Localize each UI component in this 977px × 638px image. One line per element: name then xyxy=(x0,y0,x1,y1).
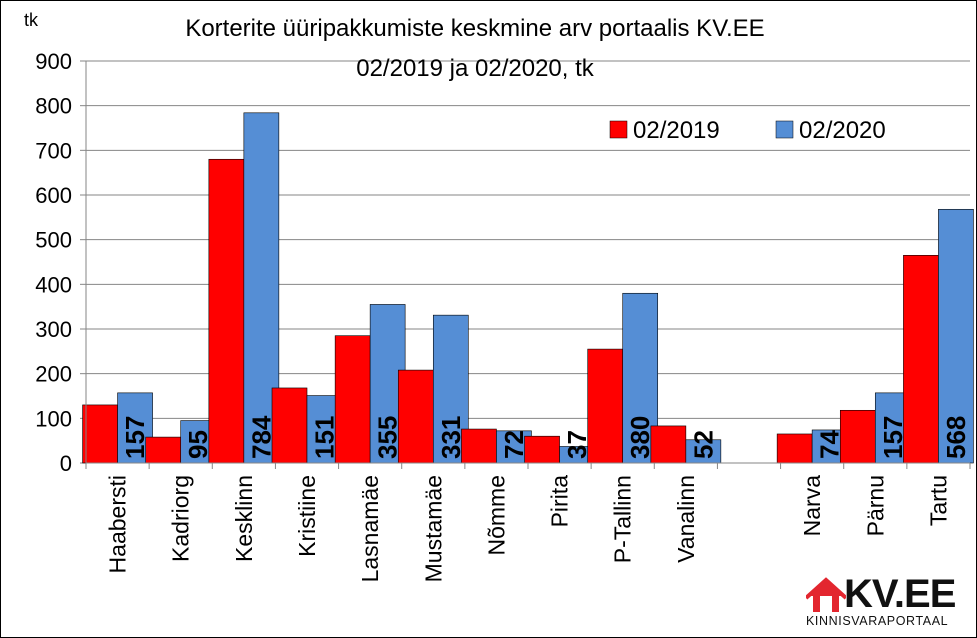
data-label-2020: 72 xyxy=(499,430,529,459)
bar-2019 xyxy=(903,255,939,464)
category-label: P-Tallinn xyxy=(610,475,636,563)
data-labels: 157 95 784 151 355 331 72 37 380 52 74 157 568 xyxy=(120,415,971,459)
data-label-2020: 52 xyxy=(688,430,718,459)
category-label: Nõmme xyxy=(483,475,509,556)
category-label: Lasnamäe xyxy=(357,475,383,582)
category-label: Kesklinn xyxy=(231,475,257,562)
category-label: Kadriorg xyxy=(168,475,194,562)
y-axis-label: tk xyxy=(24,10,39,30)
category-label: Narva xyxy=(799,475,825,537)
data-label-2020: 37 xyxy=(562,430,592,459)
bar-2020 xyxy=(938,208,974,464)
category-label: Tartu xyxy=(925,475,951,526)
category-label: Pirita xyxy=(547,475,573,528)
category-label: Mustamäe xyxy=(420,475,446,582)
y-tick-label: 800 xyxy=(35,94,72,119)
data-label-2020: 95 xyxy=(183,430,213,459)
bar-2019 xyxy=(650,425,687,464)
bars xyxy=(82,112,974,464)
y-tick-label: 700 xyxy=(35,138,72,163)
bar-2019 xyxy=(334,335,371,464)
y-tick-label: 100 xyxy=(35,406,72,431)
y-tick-label: 400 xyxy=(35,272,72,297)
legend: 02/2019 02/2020 xyxy=(609,117,886,144)
bar-2019 xyxy=(145,436,182,464)
data-label-2020: 157 xyxy=(120,416,150,459)
bar-2019 xyxy=(839,409,876,464)
legend-swatch-2020 xyxy=(775,120,794,139)
y-tick-label: 300 xyxy=(35,317,72,342)
bar-2019 xyxy=(461,428,497,464)
category-labels: Haabersti Kadriorg Kesklinn Kristiine Lasnam… xyxy=(105,475,952,583)
data-label-2020: 355 xyxy=(373,416,403,459)
bar-2019 xyxy=(271,387,308,464)
y-tick-label: 200 xyxy=(35,362,72,387)
y-tick-label: 900 xyxy=(35,49,72,74)
bar-2019 xyxy=(208,158,245,464)
data-label-2020: 784 xyxy=(246,415,276,459)
category-label: Vanalinn xyxy=(673,475,699,563)
data-label-2020: 157 xyxy=(878,416,908,459)
x-axis xyxy=(85,61,971,469)
data-label-2020: 331 xyxy=(436,416,466,459)
data-label-2020: 74 xyxy=(815,430,845,459)
bar-2019 xyxy=(82,404,118,464)
category-label: Haabersti xyxy=(105,475,131,573)
house-logo-icon xyxy=(806,577,846,612)
category-label: Pärnu xyxy=(862,475,888,536)
legend-swatch-2019 xyxy=(609,120,628,139)
y-axis-ticks: 0 100 200 300 400 500 600 700 800 900 xyxy=(35,49,72,476)
bar-2019 xyxy=(776,433,813,464)
data-label-2020: 380 xyxy=(625,416,655,459)
kv-ee-logo: KV.EE KINNISVARAPORTAAL xyxy=(806,572,970,632)
data-label-2020: 151 xyxy=(310,416,340,459)
legend-label-2019: 02/2019 xyxy=(633,117,720,144)
bar-2019 xyxy=(397,369,434,464)
category-label: Kristiine xyxy=(294,475,320,557)
logo-name: KV.EE xyxy=(844,572,956,616)
chart-title-line2: 02/2019 ja 02/2020, tk xyxy=(356,55,595,82)
logo-tagline: KINNISVARAPORTAAL xyxy=(806,614,949,628)
data-label-2020: 568 xyxy=(941,416,971,459)
bar-2019 xyxy=(524,435,560,464)
chart-title-line1: Korterite üüripakkumiste keskmine arv po… xyxy=(185,15,764,42)
legend-label-2020: 02/2020 xyxy=(799,117,886,144)
y-tick-label: 500 xyxy=(35,228,72,253)
bar-2019 xyxy=(587,348,624,464)
y-tick-label: 0 xyxy=(60,451,72,476)
y-tick-label: 600 xyxy=(35,183,72,208)
